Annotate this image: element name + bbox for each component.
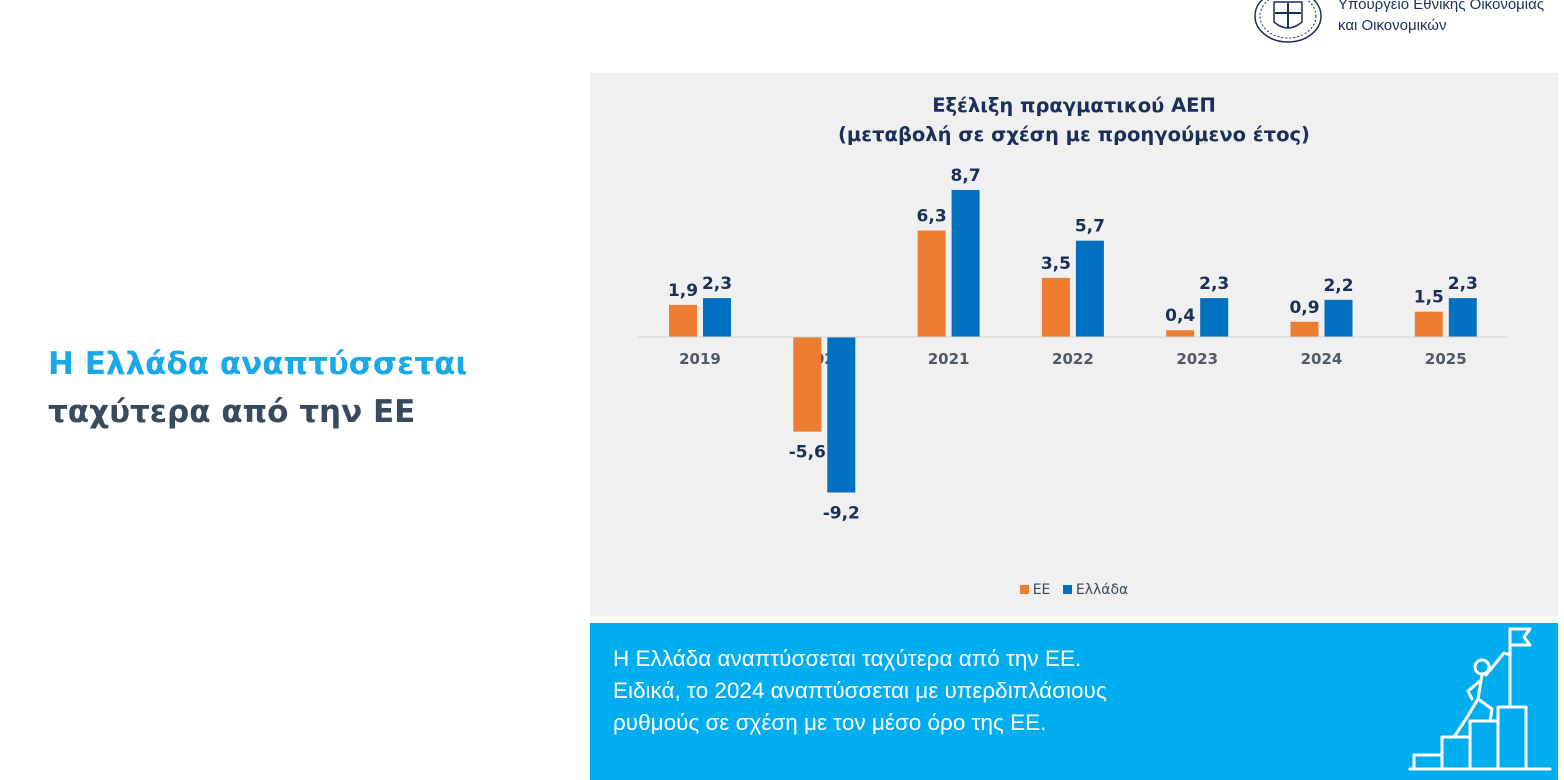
headline: Η Ελλάδα αναπτύσσεται ταχύτερα από την Ε… xyxy=(48,340,568,436)
info-box: Η Ελλάδα αναπτύσσεται ταχύτερα από την Ε… xyxy=(590,623,1558,780)
bar-greece-2022 xyxy=(1075,240,1104,337)
legend-label-greece: Ελλάδα xyxy=(1075,582,1129,598)
data-label-greece-2019: 2,3 xyxy=(702,274,732,294)
data-label-eu-2023: 0,4 xyxy=(1165,306,1195,326)
bar-eu-2023 xyxy=(1166,330,1195,337)
person-climbing-to-flag-icon xyxy=(1408,627,1552,771)
bar-greece-2020 xyxy=(827,337,856,493)
data-label-eu-2021: 6,3 xyxy=(917,207,947,227)
info-line1: Η Ελλάδα αναπτύσσεται ταχύτερα από την Ε… xyxy=(613,646,1082,671)
x-tick-label-2025: 2025 xyxy=(1425,350,1467,368)
chart-title-block: Εξέλιξη πραγματικού ΑΕΠ (μεταβολή σε σχέ… xyxy=(590,91,1558,149)
data-label-eu-2020: -5,6 xyxy=(789,443,826,463)
info-line3: ρυθμούς σε σχέση με τον μέσο όρο της ΕΕ. xyxy=(613,710,1047,735)
chart-panel: Εξέλιξη πραγματικού ΑΕΠ (μεταβολή σε σχέ… xyxy=(590,73,1558,616)
info-text: Η Ελλάδα αναπτύσσεται ταχύτερα από την Ε… xyxy=(613,643,1107,739)
x-tick-label-2021: 2021 xyxy=(928,350,970,368)
x-tick-label-2022: 2022 xyxy=(1052,350,1094,368)
data-label-eu-2025: 1,5 xyxy=(1414,288,1444,308)
bar-eu-2021 xyxy=(917,230,946,337)
x-tick-label-2019: 2019 xyxy=(679,350,721,368)
legend-swatch-greece xyxy=(1062,585,1072,594)
data-label-greece-2025: 2,3 xyxy=(1448,274,1478,294)
data-label-greece-2022: 5,7 xyxy=(1075,217,1105,237)
hellenic-republic-seal-icon xyxy=(1254,0,1322,43)
bar-eu-2020 xyxy=(793,337,822,432)
headline-line1: Η Ελλάδα αναπτύσσεται xyxy=(48,346,468,382)
data-label-eu-2019: 1,9 xyxy=(668,281,698,301)
bar-eu-2019 xyxy=(669,304,697,337)
legend-label-eu: ΕΕ xyxy=(1032,582,1051,598)
legend-swatch-eu xyxy=(1019,585,1029,594)
chart-title: Εξέλιξη πραγματικού ΑΕΠ xyxy=(932,94,1216,117)
ministry-name-line1: Υπουργείο Εθνικής Οικονομίας xyxy=(1338,0,1545,13)
headline-line2: ταχύτερα από την ΕΕ xyxy=(48,394,416,430)
data-label-greece-2020: -9,2 xyxy=(823,503,860,523)
gdp-bar-chart: 2019 2020 2021 2022 2023 2024 20251,9-5,66,33,… xyxy=(638,166,1508,523)
info-line2: Ειδικά, το 2024 αναπτύσσεται με υπερδιπλ… xyxy=(613,678,1107,703)
bar-greece-2025 xyxy=(1448,298,1477,337)
chart-legend: ΕΕ Ελλάδα xyxy=(590,582,1558,598)
data-label-greece-2021: 8,7 xyxy=(951,166,981,186)
bar-greece-2019 xyxy=(703,298,731,337)
bar-eu-2025 xyxy=(1414,311,1443,337)
data-label-eu-2022: 3,5 xyxy=(1041,254,1071,274)
ministry-logo: Υπουργείο Εθνικής Οικονομίας και Οικονομ… xyxy=(1250,0,1564,46)
bar-eu-2024 xyxy=(1290,321,1319,337)
bar-eu-2022 xyxy=(1041,277,1070,337)
data-label-eu-2024: 0,9 xyxy=(1289,298,1319,318)
data-label-greece-2023: 2,3 xyxy=(1199,274,1229,294)
legend-item-greece: Ελλάδα xyxy=(1062,582,1129,598)
data-label-greece-2024: 2,2 xyxy=(1323,276,1353,296)
bar-greece-2021 xyxy=(951,189,980,337)
chart-subtitle: (μεταβολή σε σχέση με προηγούμενο έτος) xyxy=(838,123,1310,146)
bar-greece-2023 xyxy=(1200,298,1229,337)
x-tick-label-2024: 2024 xyxy=(1301,350,1343,368)
ministry-name-line2: και Οικονομικών xyxy=(1338,17,1447,34)
x-tick-label-2023: 2023 xyxy=(1176,350,1218,368)
bar-greece-2024 xyxy=(1324,299,1353,337)
legend-item-eu: ΕΕ xyxy=(1019,582,1051,598)
